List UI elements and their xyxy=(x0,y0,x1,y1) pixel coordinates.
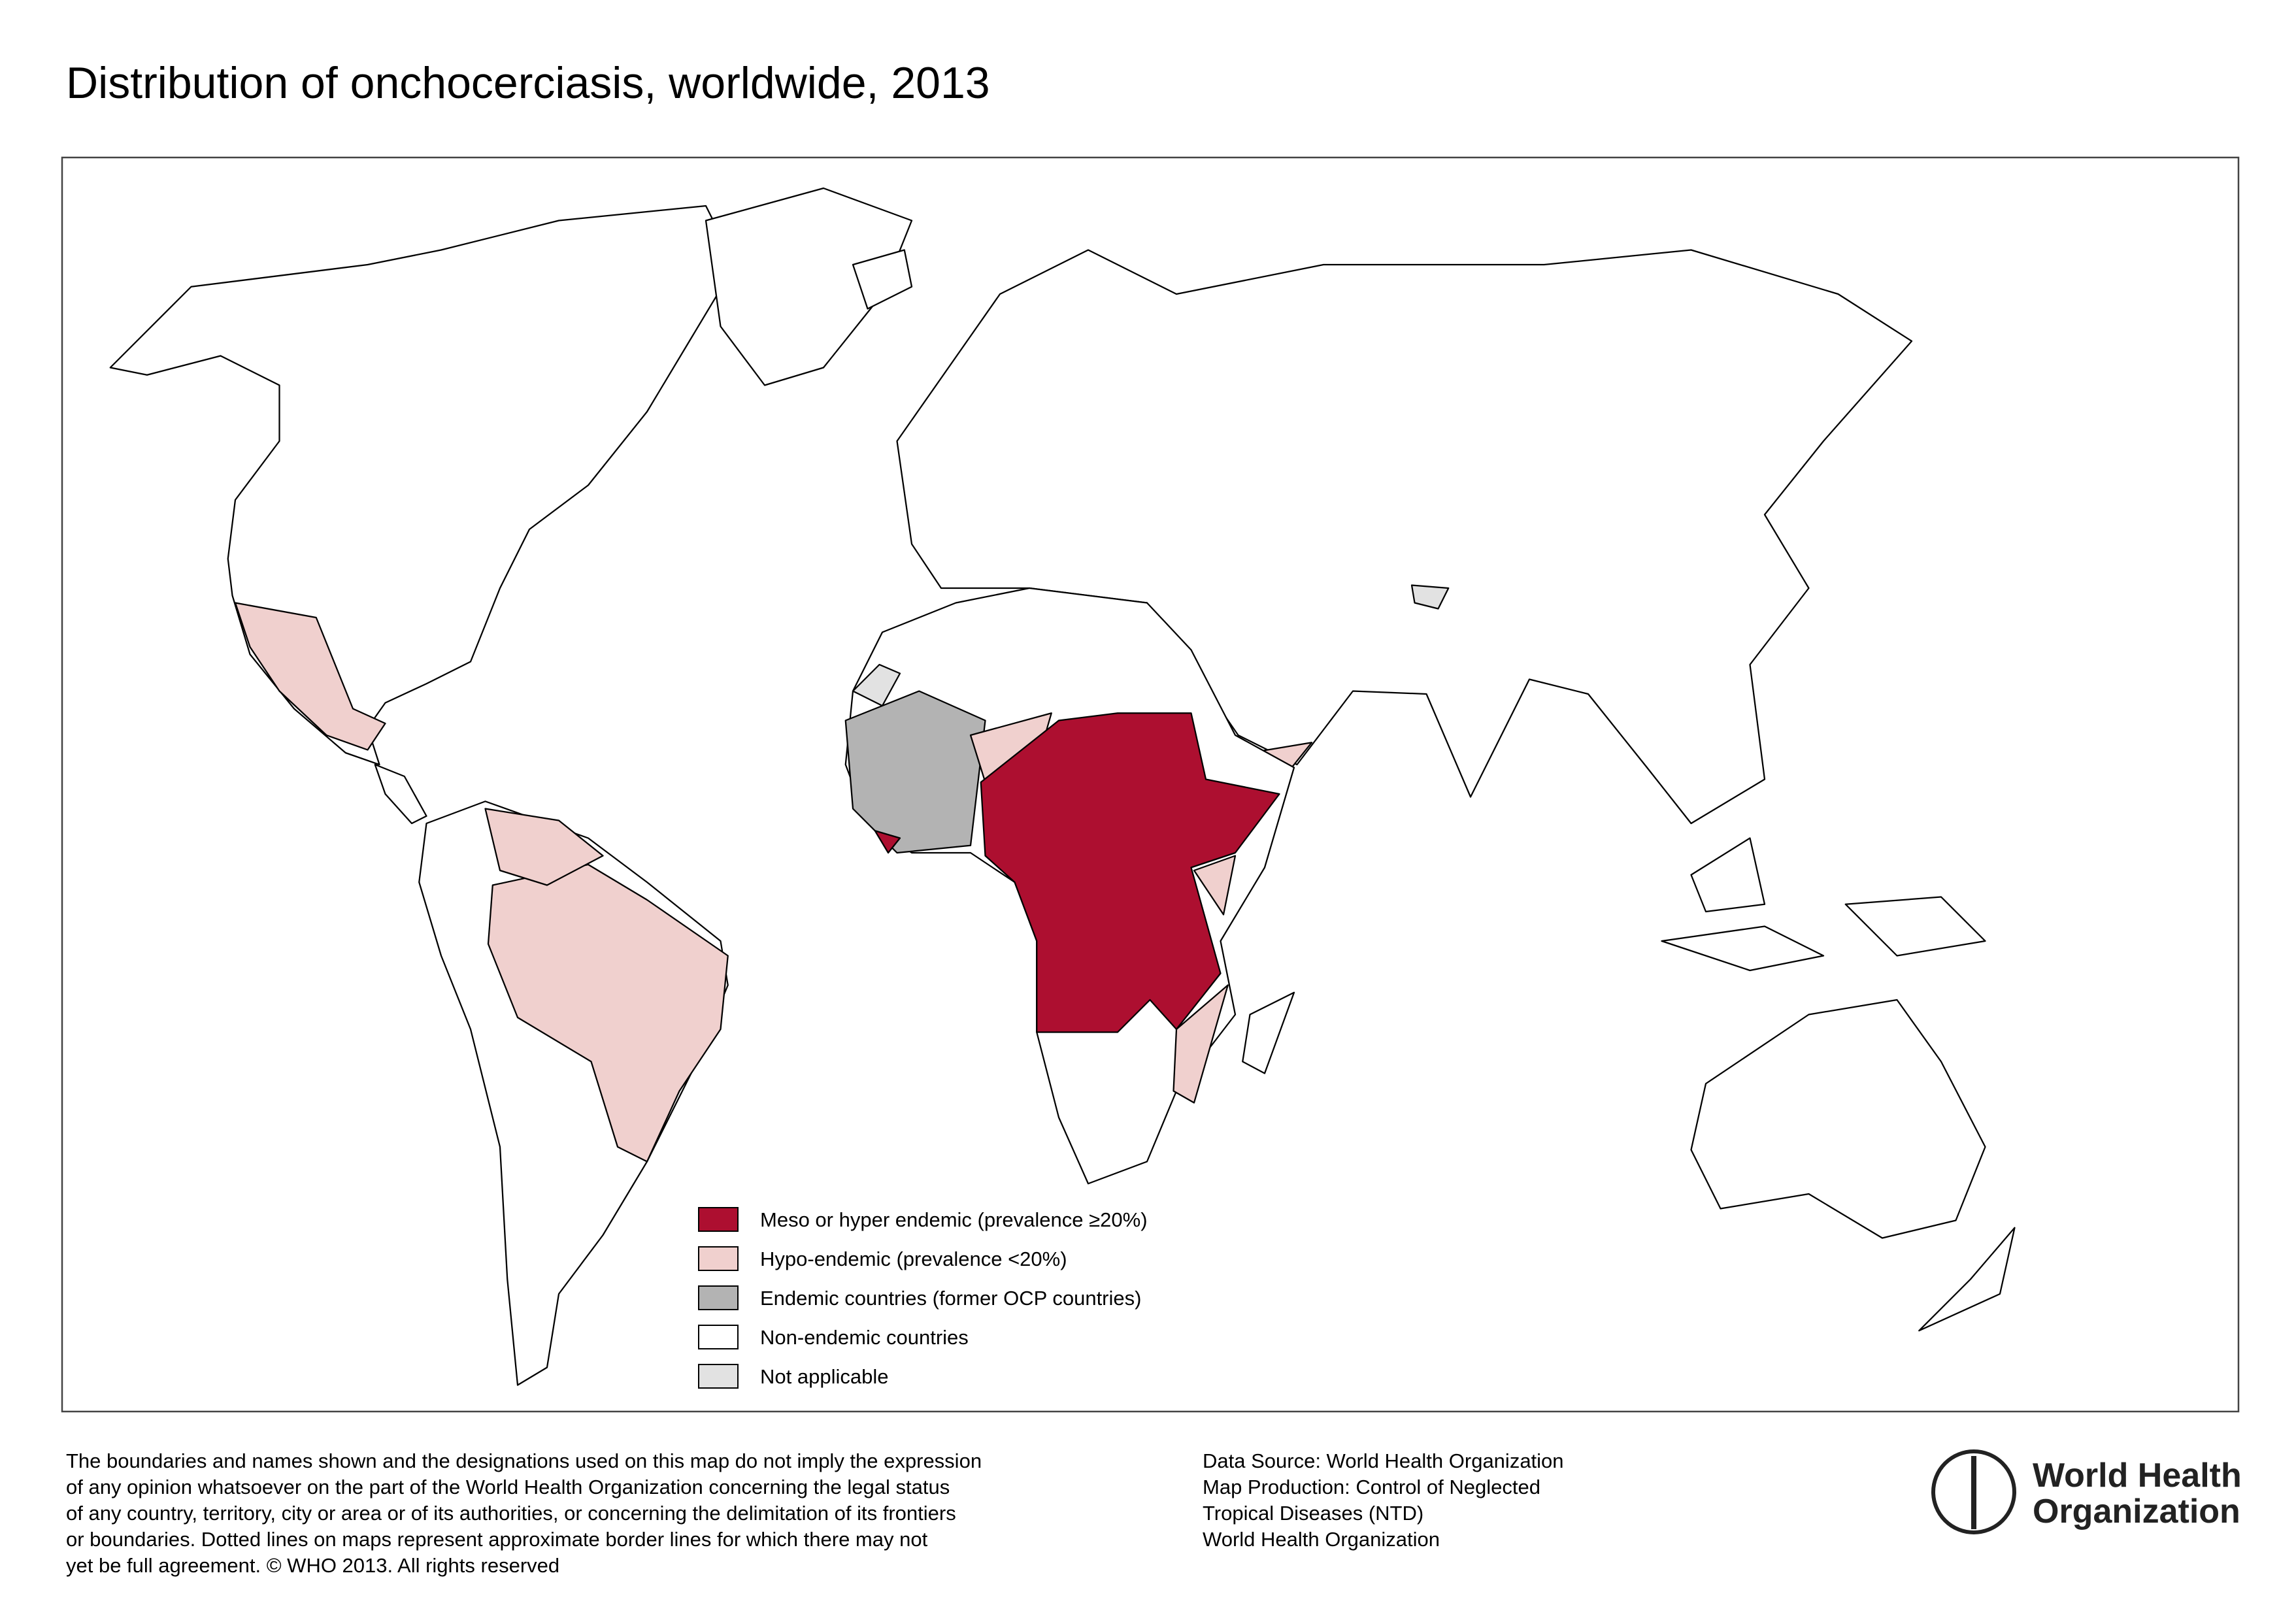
legend-swatch xyxy=(698,1285,739,1310)
legend-label: Hypo-endemic (prevalence <20%) xyxy=(760,1248,1067,1270)
disclaimer-line: of any country, territory, city or area … xyxy=(66,1502,956,1525)
legend-swatch xyxy=(698,1246,739,1271)
map-title: Distribution of onchocerciasis, worldwid… xyxy=(66,58,990,108)
disclaimer-line: of any opinion whatsoever on the part of… xyxy=(66,1476,950,1498)
source: Data Source: World Health Organization Ma… xyxy=(1203,1449,1564,1551)
legend-label: Not applicable xyxy=(760,1365,888,1388)
source-line: Map Production: Control of Neglected xyxy=(1203,1476,1540,1498)
legend-swatch xyxy=(698,1325,739,1349)
logo-text: World Health xyxy=(2033,1457,2242,1495)
legend-swatch xyxy=(698,1364,739,1389)
source-line: Data Source: World Health Organization xyxy=(1203,1449,1564,1472)
disclaimer: The boundaries and names shown and the d… xyxy=(66,1449,982,1577)
logo-text: Organization xyxy=(2033,1493,2240,1530)
disclaimer-line: yet be full agreement. © WHO 2013. All r… xyxy=(66,1554,559,1577)
logo-emblem xyxy=(1931,1449,2016,1534)
legend-label: Meso or hyper endemic (prevalence ≥20%) xyxy=(760,1208,1148,1231)
world-map xyxy=(109,187,2016,1386)
source-line: Tropical Diseases (NTD) xyxy=(1203,1502,1423,1525)
source-line: World Health Organization xyxy=(1203,1528,1440,1551)
legend-label: Non-endemic countries xyxy=(760,1326,969,1349)
legend-label: Endemic countries (former OCP countries) xyxy=(760,1287,1141,1310)
disclaimer-line: The boundaries and names shown and the d… xyxy=(66,1449,982,1472)
disclaimer-line: or boundaries. Dotted lines on maps repr… xyxy=(66,1528,928,1551)
legend: Meso or hyper endemic (prevalence ≥20%) H… xyxy=(698,1207,1148,1389)
legend-swatch xyxy=(698,1207,739,1232)
who-logo: World Health Organization xyxy=(1931,1449,2242,1534)
